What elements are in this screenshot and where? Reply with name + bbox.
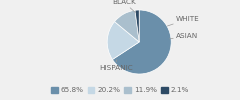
Wedge shape [112, 10, 171, 74]
Text: ASIAN: ASIAN [170, 33, 198, 39]
Legend: 65.8%, 20.2%, 11.9%, 2.1%: 65.8%, 20.2%, 11.9%, 2.1% [48, 84, 192, 96]
Wedge shape [135, 10, 139, 42]
Wedge shape [107, 22, 139, 60]
Text: BLACK: BLACK [112, 0, 136, 13]
Text: WHITE: WHITE [167, 16, 200, 26]
Wedge shape [114, 10, 139, 42]
Text: HISPANIC: HISPANIC [99, 60, 133, 71]
